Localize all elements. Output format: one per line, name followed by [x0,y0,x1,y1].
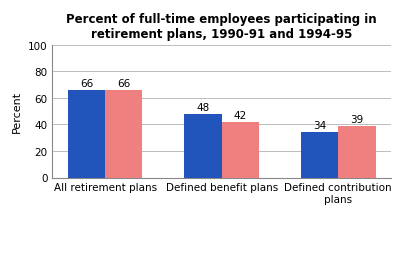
Bar [301,133,338,178]
Bar [68,91,105,178]
Bar [338,126,376,178]
Text: 66: 66 [80,79,93,89]
Text: 66: 66 [117,79,130,89]
Y-axis label: Percent: Percent [12,91,22,133]
Text: 48: 48 [196,102,210,113]
Bar [222,122,259,178]
Text: 42: 42 [234,110,247,120]
Bar [105,91,142,178]
Bar [184,114,222,178]
Title: Percent of full-time employees participating in
retirement plans, 1990-91 and 19: Percent of full-time employees participa… [66,12,377,40]
Text: 39: 39 [350,114,364,124]
Text: 34: 34 [313,121,326,131]
